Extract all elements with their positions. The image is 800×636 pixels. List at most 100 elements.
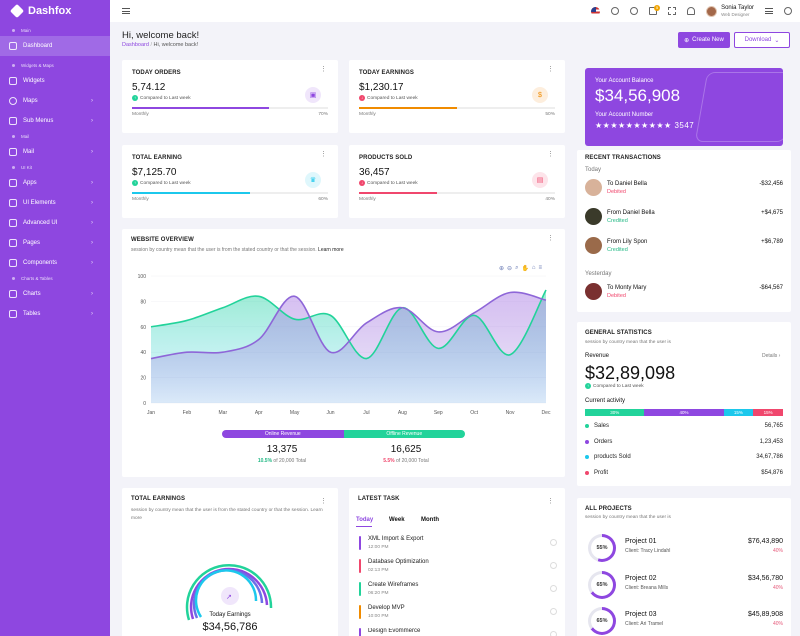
sidebar-item-maps[interactable]: Maps ›	[0, 91, 110, 111]
task-checkbox[interactable]	[550, 631, 557, 636]
sidebar-item-mail[interactable]: Mail ›	[0, 142, 110, 162]
more-icon[interactable]: ⋮	[547, 235, 554, 242]
task-checkbox[interactable]	[550, 562, 557, 569]
learn-more-link[interactable]: Learn more	[318, 247, 344, 253]
revenue-label: Revenue	[585, 353, 610, 359]
more-icon[interactable]: ⋮	[547, 151, 554, 158]
dark-mode-icon[interactable]	[611, 7, 620, 15]
download-button[interactable]: Download ⌄	[734, 32, 790, 48]
details-link[interactable]: Details ›	[762, 353, 781, 359]
transaction-row[interactable]: To Daniel Bella Debited -$32,456	[585, 178, 783, 198]
sidebar-item-sub-menus[interactable]: Sub Menus ›	[0, 111, 110, 131]
zoom-in-icon[interactable]: ⊕	[499, 266, 505, 272]
zoom-out-icon[interactable]: ⊖	[507, 266, 513, 272]
recent-transactions-card	[577, 150, 791, 312]
online-revenue-value: 13,375	[266, 444, 298, 455]
hexagon-decoration	[694, 72, 783, 142]
more-icon[interactable]: ⋮	[547, 66, 554, 73]
x-tick-label: Sep	[434, 410, 443, 416]
section-charts: Charts & Tables	[0, 273, 110, 284]
more-icon[interactable]: ⋮	[320, 151, 327, 158]
more-icon[interactable]: ⋮	[547, 498, 554, 505]
cart-icon[interactable]: 5	[649, 5, 661, 15]
project-row[interactable]: 55% Project 01 Client: Tracy Lindahl $76…	[588, 534, 783, 564]
more-icon[interactable]: ⋮	[320, 498, 327, 505]
online-pct: 10.5% of 20,000 Total	[257, 458, 307, 464]
magnify-icon[interactable]: ⌕	[515, 265, 519, 271]
table-icon	[9, 310, 17, 318]
avatar	[585, 208, 602, 225]
stat-foot: Monthly	[359, 112, 376, 117]
series-line	[150, 289, 547, 360]
stat-title: TODAY EARNINGS	[359, 70, 414, 76]
project-row[interactable]: 65% Project 02 Client: Breana Mills $34,…	[588, 571, 783, 601]
stat-foot: Monthly	[132, 112, 149, 117]
topbar: 5 Sonia Taylor Web Designer	[110, 0, 800, 22]
arrow-down-icon: ↓	[359, 95, 365, 101]
today-earnings-value: $34,56,786	[202, 621, 258, 633]
language-flag-icon[interactable]	[591, 6, 601, 16]
transaction-row[interactable]: To Monty Mary Debited -$64,567	[585, 282, 783, 302]
task-item[interactable]: Develop MVP 10:00 PM	[359, 605, 557, 625]
user-menu[interactable]: Sonia Taylor Web Designer	[706, 5, 754, 17]
tab-month[interactable]: Month	[421, 517, 439, 523]
sidebar-item-apps[interactable]: Apps ›	[0, 173, 110, 193]
menu-toggle-icon[interactable]	[122, 8, 130, 14]
home-icon[interactable]: ⌂	[531, 265, 536, 271]
page-title: Hi, welcome back!	[122, 30, 200, 41]
sidebar-item-ui-elements[interactable]: UI Elements ›	[0, 193, 110, 213]
transaction-row[interactable]: From Lily Spon Credited +$6,789	[585, 236, 783, 256]
more-icon[interactable]: ⋮	[320, 66, 327, 73]
arrow-down-icon: ↓	[359, 180, 365, 186]
pages-icon	[9, 239, 17, 247]
search-icon[interactable]	[630, 7, 639, 15]
progress-bar	[132, 107, 328, 109]
y-tick-label: 60	[140, 325, 146, 331]
task-checkbox[interactable]	[550, 585, 557, 592]
sidebar-item-pages[interactable]: Pages ›	[0, 233, 110, 253]
breadcrumb-root[interactable]: Dashboard	[122, 42, 149, 48]
x-tick-label: Feb	[183, 410, 192, 416]
brand[interactable]: Dashfox	[0, 0, 110, 22]
transaction-row[interactable]: From Daniel Bella Credited +$4,675	[585, 207, 783, 227]
sidebar-item-dashboard[interactable]: Dashboard	[0, 36, 110, 56]
create-new-button[interactable]: ⊕ Create New	[678, 32, 730, 48]
task-item[interactable]: Database Optimization 02:13 PM	[359, 559, 557, 579]
brand-name: Dashfox	[28, 5, 72, 17]
project-row[interactable]: 65% Project 03 Client: Ari Tramel $45,89…	[588, 607, 783, 636]
sidebar-item-widgets[interactable]: Widgets	[0, 71, 110, 91]
sidebar-item-charts[interactable]: Charts ›	[0, 284, 110, 304]
section-widgets: Widgets & Maps	[0, 60, 110, 71]
tab-week[interactable]: Week	[389, 517, 405, 523]
shopping-bag-icon: ▣	[305, 87, 321, 103]
arrow-up-icon: ↑	[585, 383, 591, 389]
task-checkbox[interactable]	[550, 608, 557, 615]
pan-icon[interactable]: ✋	[521, 266, 529, 272]
sidebar-item-components[interactable]: Components ›	[0, 253, 110, 273]
logo-icon	[9, 3, 25, 19]
sidebar-item-tables[interactable]: Tables ›	[0, 304, 110, 324]
task-item[interactable]: Design Evommerce	[359, 628, 557, 636]
learn-more-link[interactable]: Learn more	[131, 508, 323, 521]
chevron-right-icon: ›	[91, 149, 93, 155]
sidebar-item-advanced-ui[interactable]: Advanced UI ›	[0, 213, 110, 233]
menu-icon[interactable]: ≡	[538, 265, 543, 271]
tab-today[interactable]: Today	[356, 517, 374, 523]
fullscreen-icon[interactable]	[668, 7, 677, 15]
map-pin-icon	[9, 97, 17, 105]
offline-pct: 5.5% of 20,000 Total	[383, 458, 429, 464]
list-menu-icon[interactable]	[765, 8, 773, 14]
task-checkbox[interactable]	[550, 539, 557, 546]
balance-label: Your Account Balance	[595, 78, 654, 84]
gear-icon[interactable]	[784, 7, 792, 15]
total-earnings-subtitle: session by country mean that the user is…	[131, 508, 323, 521]
today-earnings-label: Today Earnings	[209, 612, 251, 618]
stat-card-earnings: TODAY EARNINGS ⋮ $1,230.17 ↓ Compared to …	[349, 60, 565, 133]
bell-icon[interactable]	[687, 7, 696, 15]
stat-value: 5,74.12	[132, 82, 166, 93]
task-item[interactable]: XML Import & Export 12:00 PM	[359, 536, 557, 556]
stat-pct: 70%	[318, 112, 328, 117]
avatar	[585, 283, 602, 300]
task-item[interactable]: Create Wireframes 06:20 PM	[359, 582, 557, 602]
section-main: Main	[0, 25, 110, 36]
